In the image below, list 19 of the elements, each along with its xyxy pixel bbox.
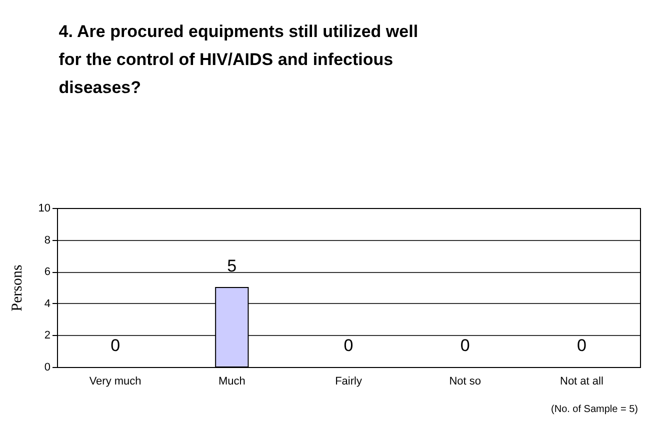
text: (No. of Sample = 5) (551, 404, 638, 415)
y-tick-label: 0 (44, 362, 50, 374)
y-tick-label: 4 (44, 298, 50, 310)
y-tick-label: 2 (44, 330, 50, 342)
data-label: 0 (344, 336, 354, 355)
x-tick-label: Very much (89, 376, 142, 388)
x-tick-label: Not so (449, 376, 481, 388)
data-label: 5 (227, 256, 237, 276)
y-tick-label: 10 (38, 202, 50, 214)
x-tick-label: Fairly (335, 376, 362, 388)
y-tick-label: 6 (44, 266, 50, 278)
chart-title: 4. Are procured equipments still utilized well for the control of HIV/AIDS and infectious diseases? (58, 22, 418, 97)
y-axis-title: Persons (9, 264, 26, 312)
x-tick-label: Not at all (560, 376, 604, 388)
data-label: 0 (110, 336, 120, 355)
x-tick-label: Much (218, 376, 246, 388)
data-label: 0 (460, 336, 470, 355)
data-label: 0 (576, 336, 586, 355)
y-tick-label: 8 (44, 234, 50, 246)
